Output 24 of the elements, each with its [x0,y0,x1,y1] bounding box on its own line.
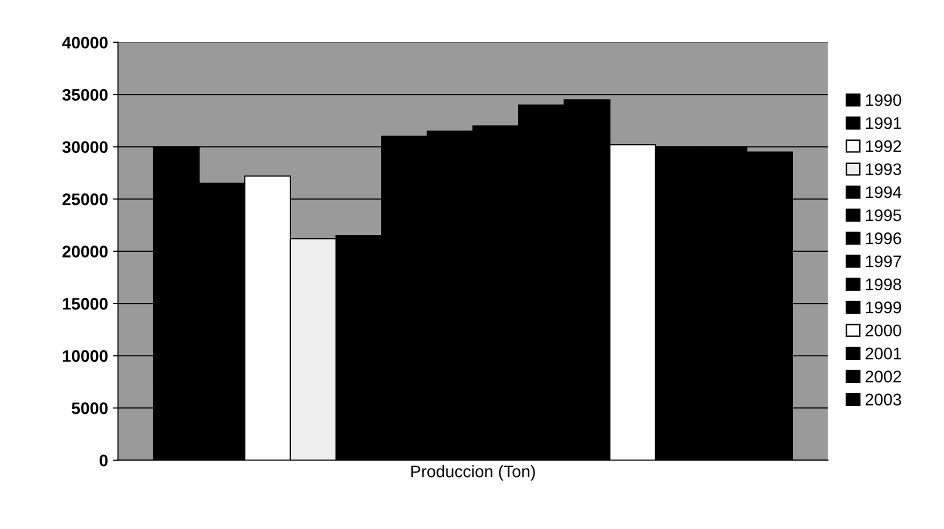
y-tick-label: 25000 [62,193,108,206]
legend-label: 1997 [866,255,902,268]
legend-label: 1999 [866,302,902,314]
legend-label: 2000 [866,324,902,336]
legend-label: 2003 [866,394,902,406]
legend-label: 2002 [866,370,902,382]
legend-label: 1995 [866,209,902,222]
legend-label: 1991 [866,117,902,130]
legend-label: 1998 [866,278,902,290]
y-tick-label: 5000 [72,402,108,414]
y-tick-label: 20000 [62,246,108,258]
legend-label: 2001 [866,348,902,360]
y-tick-label: 10000 [62,350,108,362]
legend-label: 1994 [866,186,902,198]
legend-label: 1996 [866,232,902,244]
legend-label: 1993 [866,163,902,176]
y-tick-label: 15000 [62,298,108,310]
x-tick-label: Produccion (Ton) [411,465,535,481]
y-tick-label: 0 [100,454,108,466]
legend-label: 1990 [866,94,902,106]
y-tick-label: 40000 [62,36,108,49]
y-tick-label: 35000 [62,88,108,101]
y-tick-label: 30000 [62,141,108,154]
legend-label: 1992 [866,140,902,152]
